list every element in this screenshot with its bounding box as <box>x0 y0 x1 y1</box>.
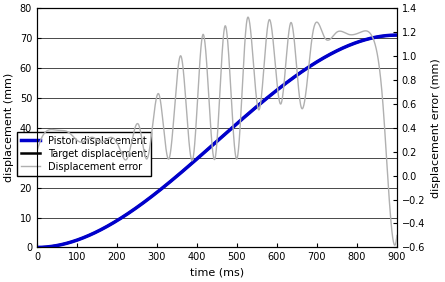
Displacement error <box>245 16 251 19</box>
Displacement error <box>97 140 102 143</box>
Target displacement <box>188 163 193 166</box>
Displacement error <box>392 244 397 247</box>
Target displacement <box>394 33 400 37</box>
Legend: Piston displacement, Target displacement, Displacement error: Piston displacement, Target displacement… <box>16 132 151 176</box>
Displacement error <box>34 150 40 153</box>
Target displacement <box>97 229 102 232</box>
Piston displacement <box>34 246 40 249</box>
Displacement error <box>172 101 178 104</box>
Y-axis label: displacement error (mm): displacement error (mm) <box>431 58 441 198</box>
Piston displacement <box>172 176 178 179</box>
Y-axis label: displacement (mm): displacement (mm) <box>4 73 14 182</box>
Piston displacement <box>348 43 354 46</box>
Piston displacement <box>188 163 193 166</box>
Line: Target displacement: Target displacement <box>37 35 397 247</box>
Target displacement <box>387 34 392 37</box>
Displacement error <box>75 139 81 143</box>
Displacement error <box>348 33 354 36</box>
Piston displacement <box>387 34 392 37</box>
Displacement error <box>188 154 193 157</box>
Target displacement <box>34 246 40 249</box>
Piston displacement <box>394 33 400 37</box>
Displacement error <box>394 234 400 237</box>
Piston displacement <box>97 229 102 232</box>
Piston displacement <box>75 238 81 241</box>
Target displacement <box>348 43 354 46</box>
Displacement error <box>387 208 392 211</box>
Line: Piston displacement: Piston displacement <box>37 35 397 247</box>
X-axis label: time (ms): time (ms) <box>190 268 244 278</box>
Target displacement <box>75 238 81 241</box>
Line: Displacement error: Displacement error <box>37 17 397 245</box>
Target displacement <box>172 176 178 179</box>
